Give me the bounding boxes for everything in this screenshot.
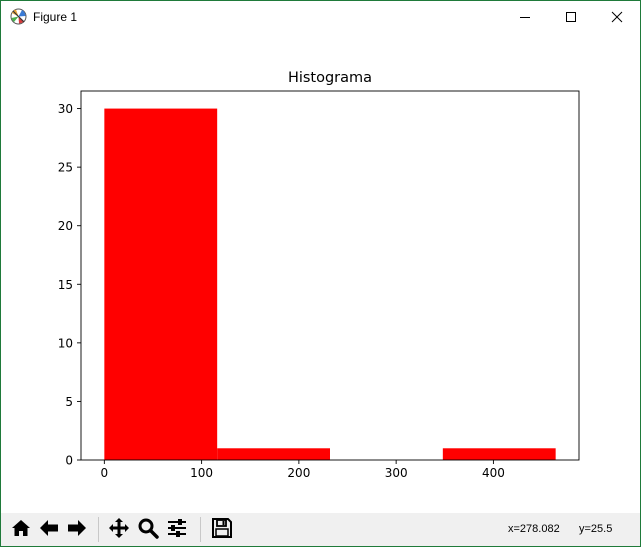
minimize-icon: [519, 11, 531, 23]
histogram-bar-1: [217, 448, 330, 460]
x-tick-label: 200: [287, 466, 310, 480]
cursor-y-readout: y=25.5: [579, 523, 613, 535]
navigation-toolbar: x=278.082 y=25.5: [1, 513, 640, 546]
pan-button[interactable]: [105, 516, 132, 543]
close-button[interactable]: [594, 1, 640, 32]
x-tick-label: 100: [190, 466, 213, 480]
zoom-icon: [137, 517, 159, 543]
maximize-icon: [565, 11, 577, 23]
home-icon: [10, 517, 32, 543]
histogram-chart[interactable]: Histograma 0 100 200 300 400 0 5 10 15 20 25 30: [1, 32, 640, 513]
pan-icon: [108, 517, 130, 543]
save-button[interactable]: [208, 516, 235, 543]
save-icon: [211, 517, 233, 543]
forward-button[interactable]: [63, 516, 90, 543]
figure-canvas[interactable]: Histograma 0 100 200 300 400 0 5 10 15 20 25 30: [1, 32, 640, 513]
forward-icon: [66, 517, 88, 543]
configure-subplots-button[interactable]: [163, 516, 190, 543]
toolbar-separator: [200, 517, 201, 542]
back-icon: [38, 517, 60, 543]
home-button[interactable]: [7, 516, 34, 543]
y-tick-label: 0: [65, 454, 73, 468]
matplotlib-icon: [10, 8, 27, 25]
minimize-button[interactable]: [502, 1, 548, 32]
close-icon: [611, 11, 623, 23]
y-tick-label: 25: [58, 161, 73, 175]
histogram-bar-3: [442, 448, 556, 460]
configure-subplots-icon: [166, 517, 188, 543]
x-axis: 0 100 200 300 400: [101, 460, 505, 480]
cursor-x-readout: x=278.082: [508, 523, 560, 535]
zoom-button[interactable]: [134, 516, 161, 543]
y-axis: 0 5 10 15 20 25 30: [58, 102, 81, 468]
x-tick-label: 300: [385, 466, 408, 480]
window-title: Figure 1: [33, 10, 78, 24]
x-tick-label: 400: [482, 466, 505, 480]
title-bar[interactable]: Figure 1: [1, 1, 640, 32]
y-tick-label: 5: [65, 395, 73, 409]
chart-title: Histograma: [288, 70, 372, 86]
histogram-bar-0: [104, 108, 218, 461]
bars-group: [104, 108, 556, 461]
x-tick-label: 0: [101, 466, 109, 480]
toolbar-separator: [98, 517, 99, 542]
back-button[interactable]: [35, 516, 62, 543]
axes-frame: [80, 90, 580, 461]
y-tick-label: 15: [58, 278, 73, 292]
y-tick-label: 10: [58, 336, 73, 350]
y-tick-label: 30: [58, 102, 73, 116]
maximize-button[interactable]: [548, 1, 594, 32]
y-tick-label: 20: [58, 219, 73, 233]
